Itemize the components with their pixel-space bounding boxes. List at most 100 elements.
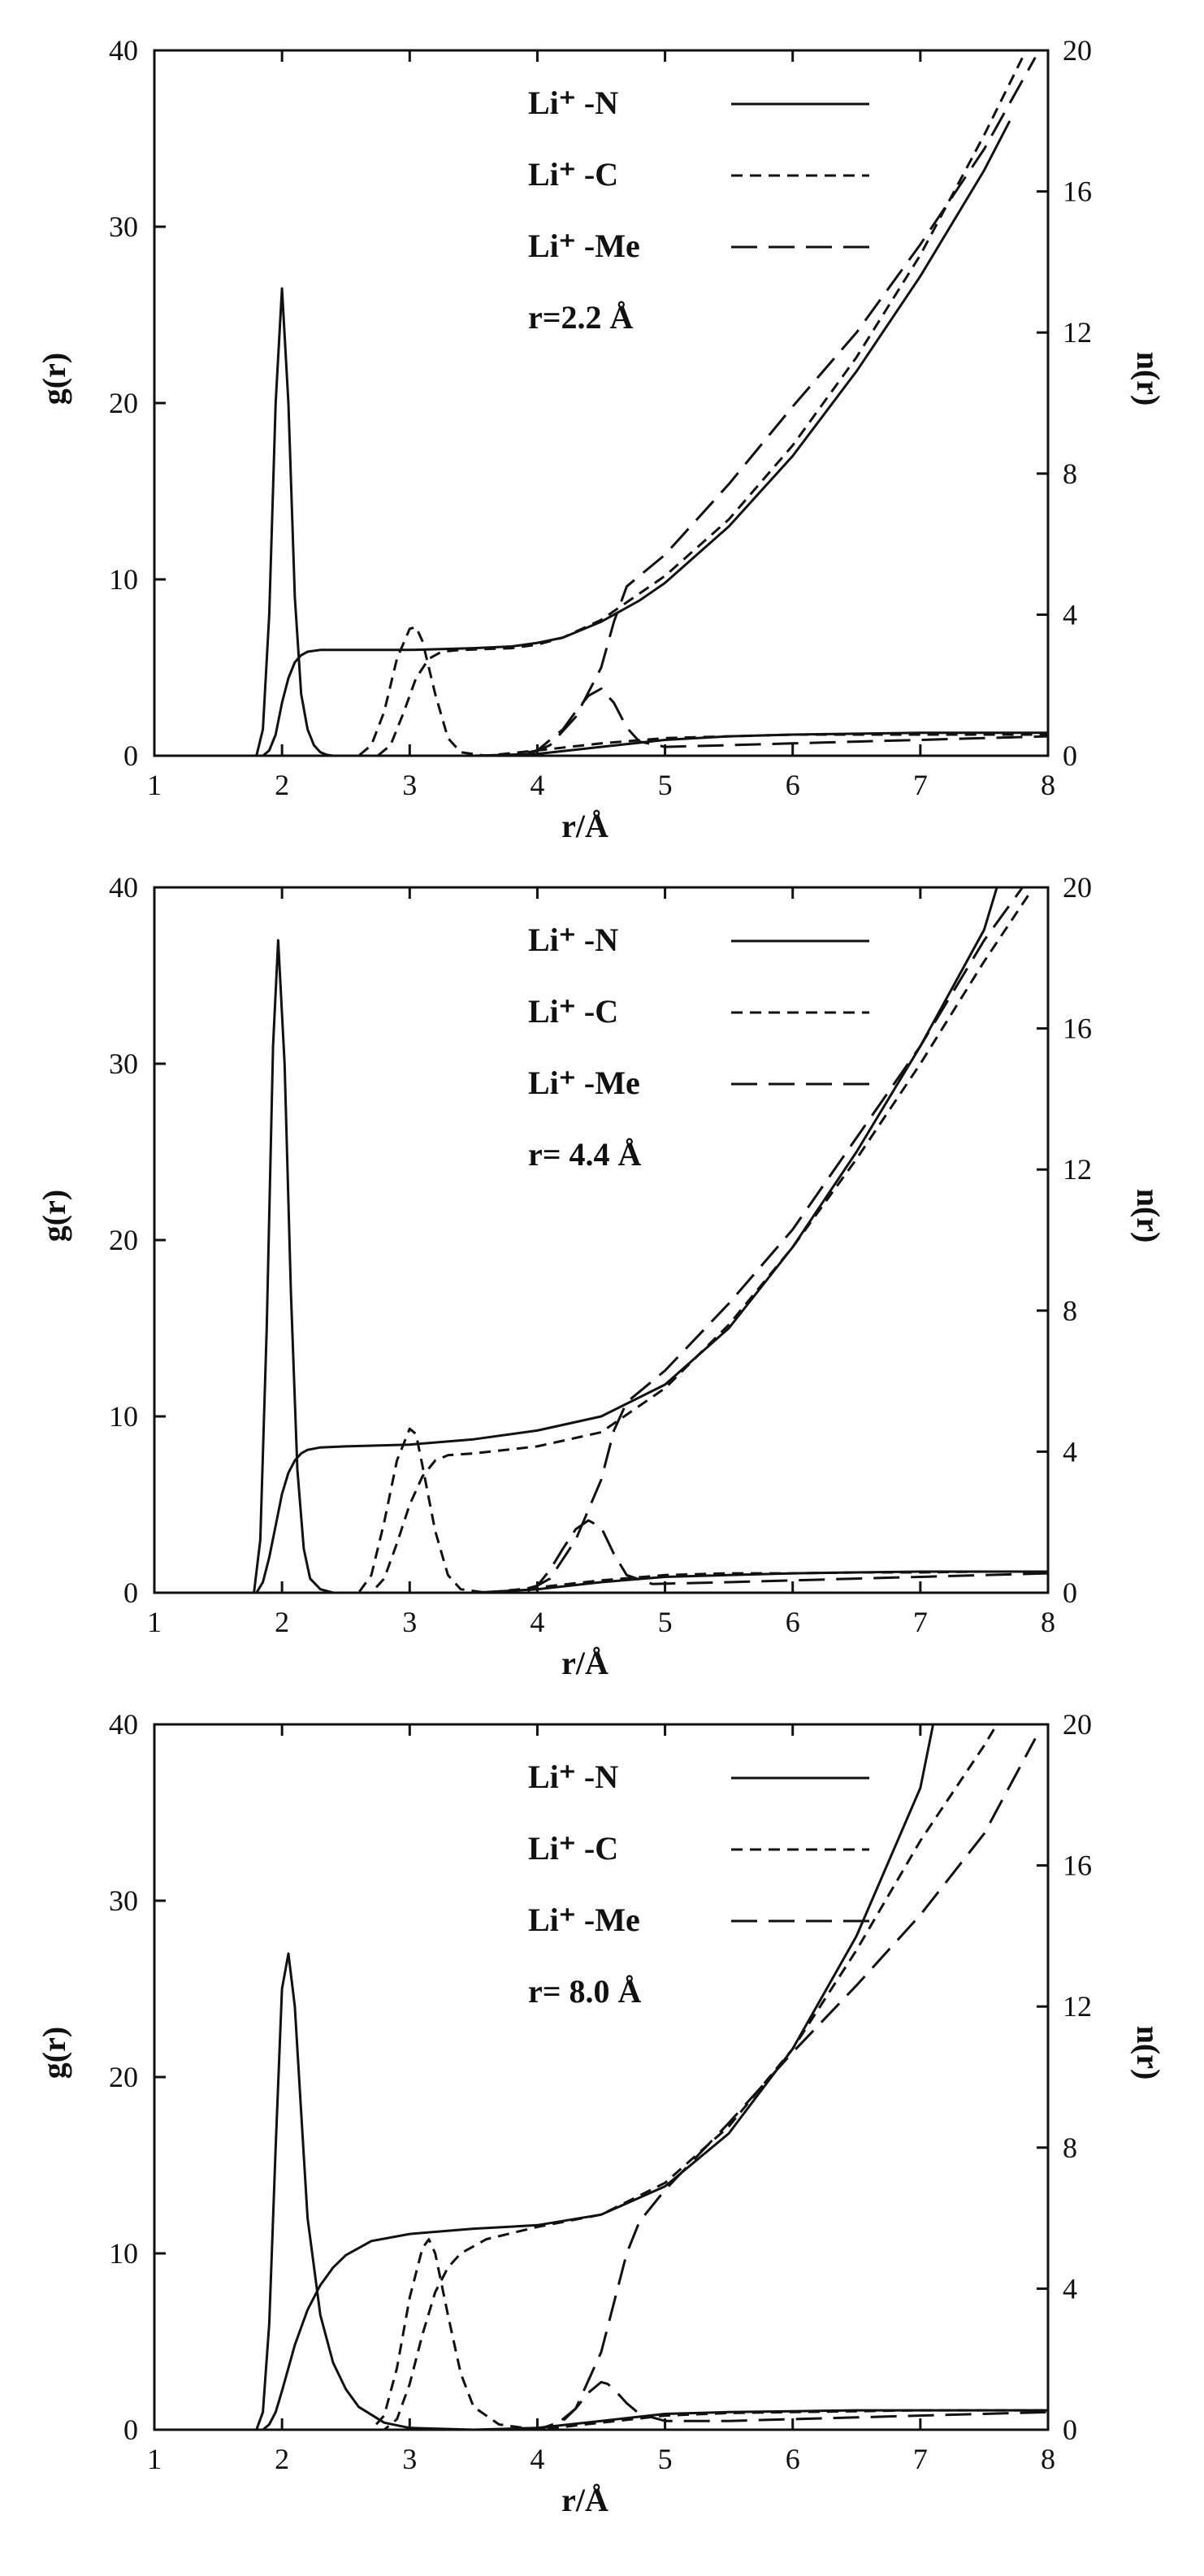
y-right-tick-label: 0: [1063, 2413, 1077, 2446]
series-nr-solid-line: [154, 120, 1011, 756]
x-tick-label: 8: [1041, 1606, 1055, 1638]
series-nr-long-dash-line: [154, 1737, 1037, 2430]
x-tick-label: 3: [402, 2443, 417, 2475]
legend-label: Li⁺ -Me: [528, 1902, 640, 1938]
y-right-tick-label: 8: [1063, 1295, 1077, 1327]
series-gr-solid-line: [154, 287, 1048, 756]
x-tick-label: 8: [1041, 2443, 1055, 2475]
x-tick-label: 4: [530, 769, 544, 801]
y-left-tick-label: 20: [109, 2061, 138, 2093]
legend-label: Li⁺ -N: [528, 85, 618, 121]
y-left-tick-label: 20: [109, 387, 138, 419]
y-right-tick-label: 8: [1063, 458, 1077, 490]
y-right-tick-label: 16: [1063, 176, 1092, 208]
y-right-tick-label: 20: [1063, 1708, 1092, 1741]
y-right-tick-label: 20: [1063, 871, 1092, 904]
legend: Li⁺ -N Li⁺ -C Li⁺ -Me: [528, 85, 869, 264]
x-tick-label: 4: [530, 1606, 544, 1638]
legend: Li⁺ -N Li⁺ -C Li⁺ -Me: [528, 1759, 869, 1938]
legend-label: Li⁺ -N: [528, 1759, 618, 1795]
y-left-tick-label: 40: [109, 1708, 138, 1741]
x-tick-label: 3: [402, 769, 417, 801]
y-left-tick-label: 0: [123, 739, 138, 772]
series-nr-short-dash-line: [154, 57, 1024, 756]
x-tick-label: 2: [275, 2443, 289, 2475]
x-axis-title: r/Å: [561, 2482, 608, 2518]
y-left-tick-label: 40: [109, 34, 138, 67]
x-tick-label: 6: [786, 1606, 800, 1638]
y-left-tick-label: 30: [109, 1884, 138, 1917]
y-left-tick-label: 10: [109, 2237, 138, 2270]
x-tick-label: 6: [786, 769, 800, 801]
y-right-tick-label: 12: [1063, 1153, 1092, 1186]
x-tick-label: 7: [913, 1606, 928, 1638]
x-tick-label: 8: [1041, 769, 1055, 801]
series-gr-long-dash-line: [154, 2380, 1048, 2430]
y-right-tick-label: 12: [1063, 316, 1092, 349]
y-right-tick-label: 4: [1063, 2272, 1077, 2305]
x-tick-label: 4: [530, 2443, 544, 2475]
y-left-axis-title: g(r): [36, 2027, 72, 2079]
x-tick-label: 5: [658, 769, 673, 801]
y-left-tick-label: 30: [109, 1047, 138, 1080]
y-right-tick-label: 16: [1063, 1013, 1092, 1045]
curves: [154, 1724, 1048, 2430]
series-nr-solid-line: [154, 887, 998, 1593]
y-left-tick-label: 0: [123, 2413, 138, 2446]
y-right-tick-label: 0: [1063, 1576, 1077, 1609]
legend-label: Li⁺ -Me: [528, 1065, 640, 1101]
curves: [154, 56, 1048, 756]
legend-label: Li⁺ -C: [528, 993, 618, 1030]
x-tick-label: 6: [786, 2443, 800, 2475]
x-tick-label: 1: [147, 769, 162, 801]
x-tick-label: 1: [147, 1606, 162, 1638]
x-tick-label: 5: [658, 1606, 673, 1638]
series-nr-long-dash-line: [154, 887, 1024, 1593]
y-right-tick-label: 0: [1063, 739, 1077, 772]
y-right-tick-label: 8: [1063, 2131, 1077, 2164]
x-tick-label: 7: [913, 769, 928, 801]
y-right-tick-label: 20: [1063, 34, 1092, 67]
series-gr-short-dash-line: [154, 1427, 1048, 1593]
series-gr-long-dash-line: [154, 1519, 1048, 1593]
y-left-tick-label: 30: [109, 210, 138, 243]
x-tick-label: 2: [275, 769, 289, 801]
y-left-tick-label: 0: [123, 1576, 138, 1609]
y-right-axis-title: n(r): [1130, 1189, 1167, 1243]
y-right-tick-label: 12: [1063, 1990, 1092, 2023]
y-right-tick-label: 4: [1063, 1435, 1077, 1468]
series-gr-short-dash-line: [154, 626, 1048, 756]
y-left-tick-label: 10: [109, 563, 138, 596]
y-right-axis-title: n(r): [1130, 2026, 1167, 2080]
series-nr-short-dash-line: [154, 893, 1030, 1593]
x-tick-label: 1: [147, 2443, 162, 2475]
y-right-tick-label: 16: [1063, 1850, 1092, 1882]
series-nr-long-dash-line: [154, 56, 1037, 756]
y-left-axis-title: g(r): [36, 353, 72, 405]
x-axis-title: r/Å: [561, 1645, 608, 1681]
y-left-tick-label: 40: [109, 871, 138, 904]
y-right-axis-title: n(r): [1130, 352, 1167, 406]
x-tick-label: 5: [658, 2443, 673, 2475]
curves: [154, 887, 1048, 1593]
legend: Li⁺ -N Li⁺ -C Li⁺ -Me: [528, 922, 869, 1101]
cutoff-annotation: r= 4.4 Å: [528, 1136, 642, 1173]
legend-label: Li⁺ -C: [528, 1830, 618, 1867]
legend-label: Li⁺ -Me: [528, 228, 640, 264]
cutoff-annotation: r= 8.0 Å: [528, 1973, 642, 2010]
legend-label: Li⁺ -C: [528, 156, 618, 193]
series-gr-solid-line: [154, 1952, 1048, 2430]
y-left-axis-title: g(r): [36, 1190, 72, 1242]
y-left-tick-label: 10: [109, 1400, 138, 1433]
y-right-tick-label: 4: [1063, 598, 1077, 631]
y-left-tick-label: 20: [109, 1224, 138, 1256]
x-tick-label: 3: [402, 1606, 417, 1638]
x-axis-title: r/Å: [561, 808, 608, 844]
legend-label: Li⁺ -N: [528, 922, 618, 958]
series-gr-solid-line: [154, 939, 1048, 1593]
x-tick-label: 7: [913, 2443, 928, 2475]
cutoff-annotation: r=2.2 Å: [528, 299, 634, 336]
